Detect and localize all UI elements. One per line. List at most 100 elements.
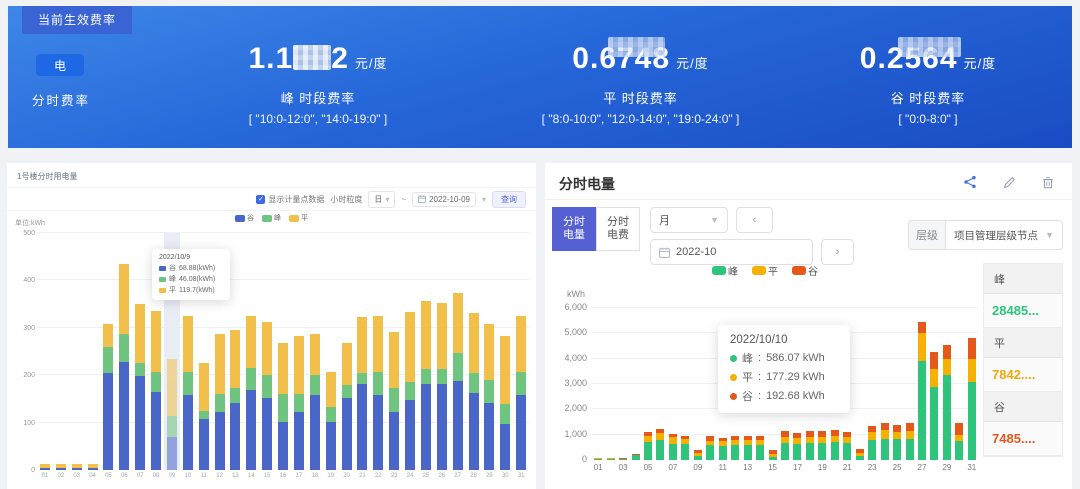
bar-segment-谷	[135, 376, 146, 470]
bar-day-26[interactable]	[903, 308, 915, 460]
bar-day-16[interactable]	[779, 308, 791, 460]
bar-day-13[interactable]	[228, 233, 244, 470]
bar-day-16[interactable]	[275, 233, 291, 470]
bar-day-30[interactable]	[953, 308, 965, 460]
bar-day-23[interactable]	[866, 308, 878, 460]
bar-day-24[interactable]	[402, 233, 418, 470]
bar-day-17[interactable]	[791, 308, 803, 460]
legend-item-峰[interactable]: 峰	[262, 213, 281, 223]
bar-segment-平	[39, 464, 50, 469]
compare-checkbox[interactable]: ✓ 显示计量点数据	[256, 194, 325, 204]
chevron-down-icon[interactable]: ▾	[481, 194, 486, 204]
bar-day-02[interactable]	[604, 308, 616, 460]
left-date-input[interactable]: 2022-10-09	[412, 191, 476, 207]
legend-item-平[interactable]: 平	[752, 263, 778, 278]
bar-day-06[interactable]	[654, 308, 666, 460]
bar-day-08[interactable]	[679, 308, 691, 460]
bar-day-05[interactable]	[101, 233, 117, 470]
bar-day-01[interactable]	[37, 233, 53, 470]
bar-day-01[interactable]	[592, 308, 604, 460]
tab-tou-energy[interactable]: 分时 电量	[552, 207, 596, 251]
bar-day-13[interactable]	[741, 308, 753, 460]
bar-day-11[interactable]	[196, 233, 212, 470]
delete-icon[interactable]	[1042, 176, 1054, 189]
month-date-input[interactable]: 2022-10	[650, 239, 813, 265]
tooltip-row: 谷:192.68 kWh	[730, 388, 838, 404]
bar-segment-平	[262, 322, 273, 376]
bar-day-22[interactable]	[854, 308, 866, 460]
bar-day-06[interactable]	[116, 233, 132, 470]
bar-day-29[interactable]	[941, 308, 953, 460]
next-button[interactable]: ›	[821, 239, 854, 265]
bar-day-29[interactable]	[482, 233, 498, 470]
legend-item-谷[interactable]: 谷	[792, 263, 818, 278]
bar-day-05[interactable]	[642, 308, 654, 460]
edit-icon[interactable]	[1003, 176, 1016, 189]
bar-day-18[interactable]	[307, 233, 323, 470]
x-tick-label: 30	[501, 473, 509, 479]
bar-day-09[interactable]	[692, 308, 704, 460]
level-select[interactable]: 项目管理层级节点 ▼	[945, 220, 1063, 250]
bar-day-19[interactable]	[323, 233, 339, 470]
bar-day-28[interactable]	[928, 308, 940, 460]
legend-item-谷[interactable]: 谷	[235, 213, 254, 223]
period-select[interactable]: 月 ▼	[650, 207, 728, 233]
bar-day-18[interactable]	[804, 308, 816, 460]
x-tick-label	[804, 463, 816, 472]
peak-rate-block: 1.1 2 元/度 峰 时段费率 [ "10:0-12:0", "14:0-19:0…	[158, 42, 478, 126]
legend-item-峰[interactable]: 峰	[712, 263, 738, 278]
bar-day-21[interactable]	[841, 308, 853, 460]
bar-day-20[interactable]	[339, 233, 355, 470]
bar-segment-峰	[668, 443, 677, 460]
bar-day-23[interactable]	[386, 233, 402, 470]
bar-day-25[interactable]	[891, 308, 903, 460]
x-tick-label: 21	[359, 473, 366, 479]
bar-day-26[interactable]	[434, 233, 450, 470]
bar-segment-平	[341, 343, 352, 385]
bar-day-10[interactable]	[704, 308, 716, 460]
range-separator: ~	[401, 194, 407, 204]
bar-day-24[interactable]	[878, 308, 890, 460]
bar-day-07[interactable]	[667, 308, 679, 460]
bar-day-04[interactable]	[629, 308, 641, 460]
bar-day-02[interactable]	[53, 233, 69, 470]
legend-item-平[interactable]: 平	[289, 213, 308, 223]
bar-day-27[interactable]	[916, 308, 928, 460]
bar-day-10[interactable]	[180, 233, 196, 470]
tab-tou-cost[interactable]: 分时 电费	[596, 207, 640, 251]
bar-day-04[interactable]	[85, 233, 101, 470]
bar-day-31[interactable]	[966, 308, 978, 460]
granularity-select[interactable]: 日 ▾	[368, 190, 396, 208]
bar-day-14[interactable]	[754, 308, 766, 460]
bar-day-22[interactable]	[370, 233, 386, 470]
x-tick-label: 12	[216, 473, 223, 479]
prev-button[interactable]: ‹	[736, 207, 773, 233]
bar-day-28[interactable]	[466, 233, 482, 470]
bar-day-12[interactable]	[729, 308, 741, 460]
bar-day-15[interactable]	[259, 233, 275, 470]
bar-day-07[interactable]	[132, 233, 148, 470]
bar-day-11[interactable]	[717, 308, 729, 460]
bar-day-27[interactable]	[450, 233, 466, 470]
bar-segment-峰	[631, 455, 640, 460]
bar-day-31[interactable]	[513, 233, 529, 470]
bar-day-25[interactable]	[418, 233, 434, 470]
bar-day-12[interactable]	[212, 233, 228, 470]
bar-day-03[interactable]	[69, 233, 85, 470]
bar-day-20[interactable]	[829, 308, 841, 460]
share-icon[interactable]	[963, 175, 977, 189]
bar-day-17[interactable]	[291, 233, 307, 470]
valley-rate-value: 0.2564 元/度	[860, 37, 996, 76]
bar-day-21[interactable]	[355, 233, 371, 470]
bar-segment-谷	[967, 338, 976, 359]
bar-day-08[interactable]	[148, 233, 164, 470]
bar-day-03[interactable]	[617, 308, 629, 460]
query-button[interactable]: 查询	[492, 190, 526, 208]
energy-type-chip[interactable]: 电	[36, 54, 84, 76]
bar-day-15[interactable]	[766, 308, 778, 460]
x-tick-label	[829, 463, 841, 472]
bar-day-14[interactable]	[243, 233, 259, 470]
bar-day-30[interactable]	[497, 233, 513, 470]
bar-day-19[interactable]	[816, 308, 828, 460]
bar-segment-谷	[278, 421, 289, 470]
